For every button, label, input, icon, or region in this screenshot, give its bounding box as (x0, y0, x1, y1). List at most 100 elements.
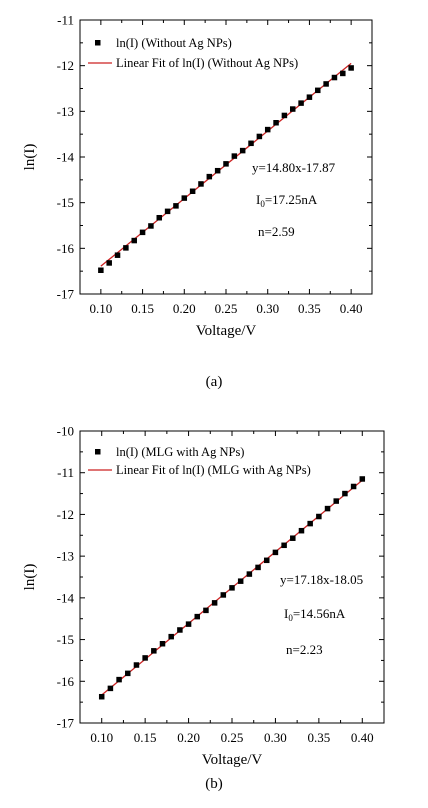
y-tick-label: -12 (57, 507, 74, 522)
y-tick-label: -13 (57, 549, 74, 564)
x-axis-label: Voltage/V (196, 323, 257, 339)
data-point (173, 203, 179, 209)
legend: ln(I) (MLG with Ag NPs) Linear Fit of ln(… (88, 445, 311, 477)
data-point (206, 173, 213, 180)
y-tick-label: -11 (57, 465, 74, 480)
data-point (181, 195, 188, 201)
panel-caption: (a) (206, 374, 223, 390)
data-point (131, 237, 137, 244)
data-point (211, 600, 218, 606)
y-tick-label: -10 (57, 424, 74, 439)
data-point (348, 65, 354, 71)
data-point (248, 140, 254, 147)
y-tick-label: -15 (57, 195, 74, 210)
data-point (151, 648, 157, 654)
x-tick-label: 0.15 (134, 730, 157, 745)
annotation: n=2.23 (286, 642, 323, 657)
x-tick-label: 0.25 (215, 301, 238, 316)
x-tick-label: 0.30 (264, 730, 287, 745)
data-point (198, 181, 204, 187)
data-point (333, 498, 339, 504)
x-tick-label: 0.10 (90, 730, 113, 745)
y-tick-label: -13 (57, 104, 74, 119)
data-point (281, 112, 288, 119)
data-point (114, 252, 121, 258)
data-point (307, 520, 313, 527)
data-point (340, 70, 346, 77)
x-tick-label: 0.35 (307, 730, 330, 745)
data-point (189, 188, 196, 194)
data-point (223, 161, 229, 167)
data-point (107, 685, 114, 692)
annotation: n=2.59 (258, 224, 295, 239)
data-point (324, 505, 331, 512)
annotation: I0=17.25nA (256, 192, 318, 209)
y-tick-label: -17 (57, 716, 75, 731)
data-point (289, 106, 296, 112)
data-point (168, 633, 174, 640)
data-point (177, 627, 183, 633)
legend-label-points: ln(I) (Without Ag NPs) (116, 36, 232, 50)
data-point (281, 542, 287, 549)
x-tick-label: 0.40 (351, 730, 374, 745)
data-point (229, 585, 235, 591)
data-point (133, 662, 140, 668)
y-axis-label: ln(I) (22, 144, 38, 171)
x-tick-label: 0.10 (89, 301, 112, 316)
x-axis-label: Voltage/V (202, 752, 263, 768)
data-point (139, 229, 146, 236)
data-point (116, 676, 122, 683)
y-tick-label: -14 (57, 150, 75, 165)
y-tick-label: -16 (57, 241, 75, 256)
x-tick-label: 0.20 (173, 301, 196, 316)
x-tick-label: 0.40 (340, 301, 363, 316)
data-point (273, 120, 279, 126)
legend-label-points: ln(I) (MLG with Ag NPs) (116, 445, 244, 459)
legend-label-fit: Linear Fit of ln(I) (MLG with Ag NPs) (116, 463, 311, 477)
panel-caption: (b) (205, 776, 223, 792)
legend: ln(I) (Without Ag NPs) Linear Fit of ln(I… (88, 36, 298, 70)
data-point (298, 527, 305, 534)
data-point (246, 571, 253, 577)
chart-panel-a: 0.10 0.15 0.20 0.25 0.30 0.35 0.40 -17 -16 -15 -14… (22, 13, 373, 390)
data-point (316, 513, 322, 520)
x-tick-label: 0.15 (131, 301, 154, 316)
data-point (264, 126, 271, 133)
data-point (256, 133, 263, 140)
data-point (98, 267, 104, 274)
data-point (255, 564, 261, 571)
data-point (220, 592, 227, 598)
data-point (359, 476, 366, 482)
data-point (142, 655, 148, 661)
data-point (263, 557, 270, 564)
data-point (323, 81, 329, 87)
chart-panel-b: 0.10 0.15 0.20 0.25 0.30 0.35 0.40 -17 -16 -15 -14… (22, 424, 385, 792)
y-tick-label: -14 (57, 590, 75, 605)
data-point (272, 549, 279, 556)
data-point (298, 100, 304, 106)
x-tick-label: 0.20 (177, 730, 200, 745)
y-tick-label: -15 (57, 632, 74, 647)
data-point (290, 535, 296, 541)
data-point (159, 640, 166, 647)
data-point (306, 94, 313, 100)
legend-marker-points (95, 449, 101, 455)
y-tick-label: -16 (57, 674, 75, 689)
annotation: y=14.80x-17.87 (252, 160, 336, 175)
data-point (350, 483, 357, 490)
data-point (156, 214, 163, 221)
y-tick-label: -12 (57, 58, 74, 73)
data-point (185, 621, 192, 627)
y-tick-label: -11 (57, 13, 74, 28)
data-point (331, 74, 338, 81)
legend-label-fit: Linear Fit of ln(I) (Without Ag NPs) (116, 56, 298, 70)
data-point (237, 578, 244, 584)
data-point (315, 87, 321, 94)
data-point (203, 607, 209, 614)
data-point (123, 245, 129, 251)
data-point (164, 208, 171, 215)
annotation: y=17.18x-18.05 (280, 572, 363, 587)
data-point (148, 223, 154, 229)
data-point (98, 693, 105, 700)
